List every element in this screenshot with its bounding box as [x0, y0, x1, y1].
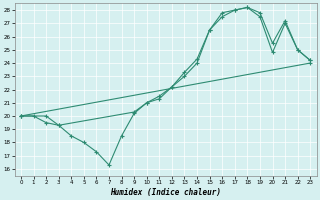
X-axis label: Humidex (Indice chaleur): Humidex (Indice chaleur) — [110, 188, 221, 197]
